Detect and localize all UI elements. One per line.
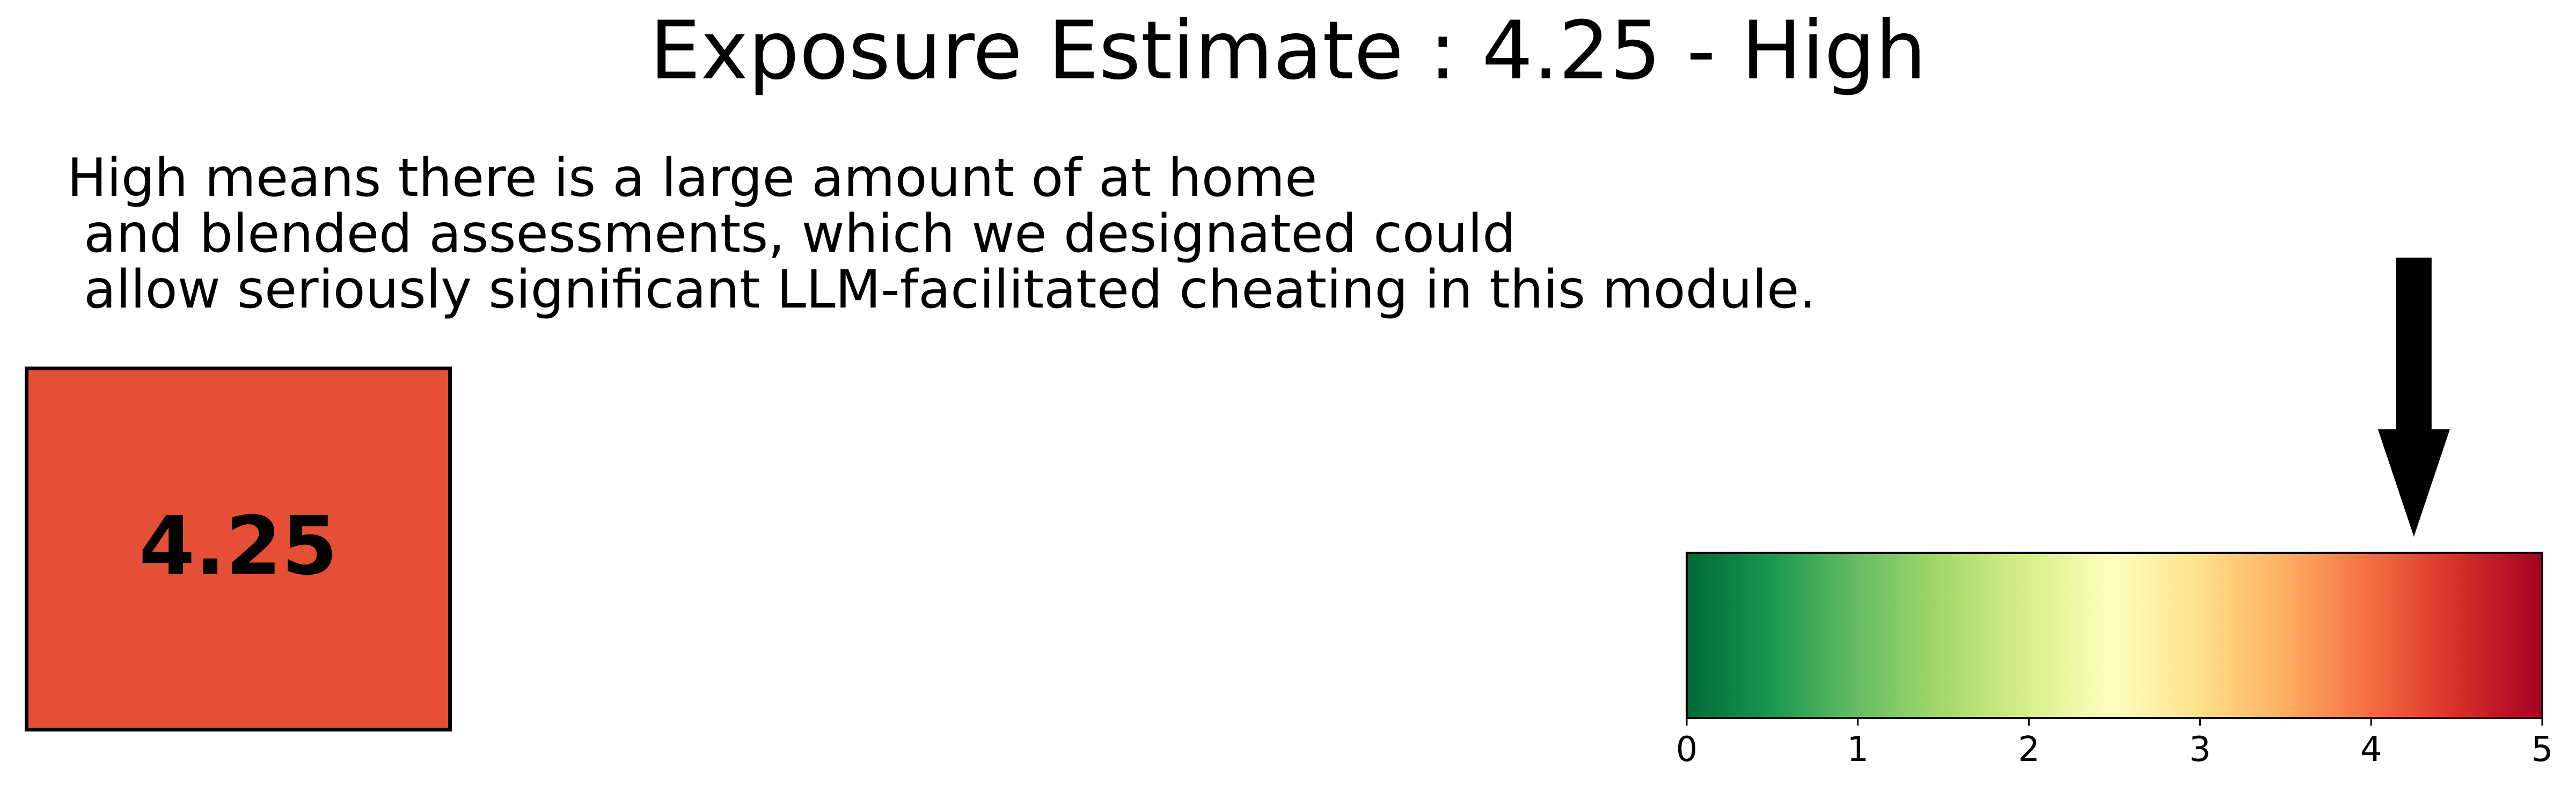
gauge-tick-label: 5 [2531, 730, 2553, 770]
gauge-tick-label: 1 [1847, 730, 1869, 770]
gauge-tick-label: 3 [2189, 730, 2211, 770]
score-value: 4.25 [138, 500, 338, 593]
page-title: Exposure Estimate : 4.25 - High [649, 4, 1927, 98]
gauge-color-bar [1686, 552, 2543, 719]
exposure-description: High means there is a large amount of at… [67, 148, 1816, 320]
exposure-arrow-icon [2377, 258, 2450, 537]
score-box: 4.25 [25, 367, 452, 731]
gauge-tick-group: 0 1 2 3 4 5 [1676, 718, 2553, 770]
gauge-tick-label: 0 [1676, 730, 1698, 770]
gauge-tick-label: 4 [2360, 730, 2382, 770]
gauge-tick-label: 2 [2018, 730, 2040, 770]
